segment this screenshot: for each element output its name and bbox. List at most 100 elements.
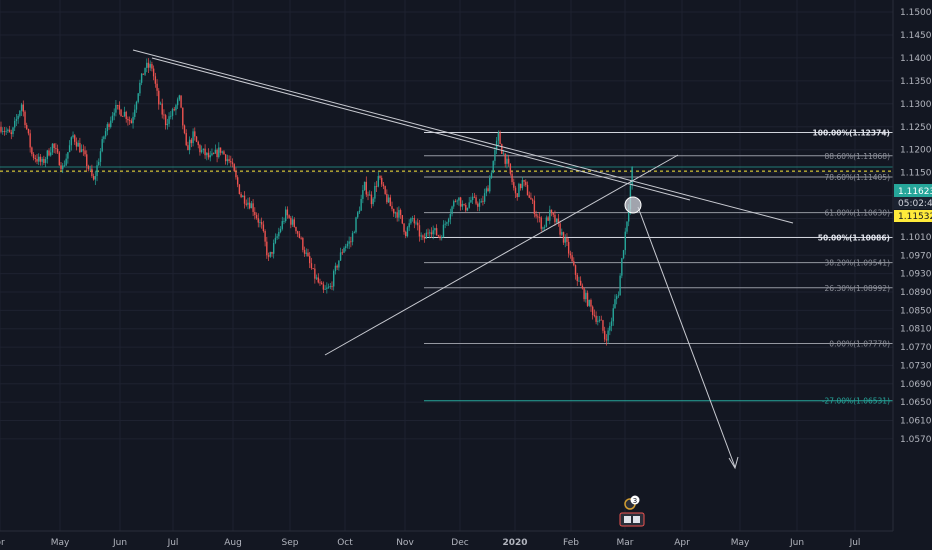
time-axis[interactable]: pr May Jun Jul Aug Sep Oct Nov Dec 2020 Feb Mar Apr M… [0, 530, 893, 548]
candle-body [459, 197, 462, 207]
candle-body [334, 265, 337, 272]
candle-body [578, 280, 580, 282]
dividend-flag-icon[interactable] [619, 512, 645, 527]
candle-body [245, 203, 247, 205]
time-tick-label: May [731, 538, 750, 548]
candle-body [39, 156, 42, 162]
price-tick-label: 1.12500 [900, 123, 932, 133]
price-tags: 1.11623 05:02:49 1.11532 [894, 184, 932, 222]
candle-body [82, 149, 85, 151]
reversal-zone-circle[interactable] [624, 196, 642, 214]
ascending-trendline[interactable] [324, 154, 679, 356]
candle-body [75, 141, 78, 147]
candle-body [591, 306, 594, 315]
events-badges[interactable]: 3 [619, 495, 645, 527]
candle-body [260, 222, 263, 225]
flag-mark-a [624, 516, 631, 523]
candle-body [278, 231, 280, 237]
candle-body [309, 256, 311, 264]
candle-body [622, 250, 625, 259]
candle-body [147, 62, 150, 68]
candle-body [374, 185, 376, 199]
candle-body [456, 200, 458, 202]
price-tick-label: 1.05700 [900, 435, 932, 445]
candle-body [10, 132, 12, 135]
candle-body [319, 282, 321, 284]
descending-trendline-outer[interactable] [132, 49, 794, 224]
projection-arrow-line[interactable] [637, 206, 736, 468]
candle-body [288, 215, 290, 218]
candle-body [151, 64, 153, 69]
candle-body [370, 194, 373, 205]
candle-body [254, 211, 256, 215]
candle-body [14, 120, 16, 128]
candle-body [343, 247, 345, 253]
price-tick-label: 1.15000 [900, 8, 932, 18]
candle-body [554, 214, 556, 223]
candle-body [27, 128, 30, 134]
projection-arrow-head [728, 456, 739, 470]
descending-trendline-inner[interactable] [151, 57, 691, 201]
candle-body [164, 115, 167, 126]
candle-body [272, 242, 275, 254]
candle-body [120, 109, 122, 117]
candle-body [393, 208, 395, 214]
candle-body [7, 129, 9, 131]
candle-body [187, 145, 189, 151]
candle-body [238, 184, 241, 195]
candle-body [567, 241, 570, 254]
candle-body [144, 67, 146, 75]
candle-body [207, 152, 210, 158]
candle-body [101, 139, 103, 152]
drawings[interactable] [132, 49, 794, 470]
candle-body [312, 268, 314, 270]
candle-body [163, 114, 165, 116]
candle-body [185, 133, 187, 146]
candle-body [454, 201, 457, 203]
candle-body [29, 133, 31, 148]
candle-body [212, 153, 215, 155]
candle-body [322, 284, 325, 290]
candle-body [327, 286, 330, 288]
price-tick-label: 1.09300 [900, 270, 932, 280]
candle-body [403, 223, 405, 232]
time-tick-label: 2020 [502, 538, 527, 548]
candle-body [56, 148, 59, 153]
candle-body [348, 241, 350, 244]
candle-body [67, 152, 69, 159]
candle-body [248, 202, 251, 209]
candle-body [86, 154, 88, 167]
candle-body [224, 154, 227, 162]
candle-body [381, 177, 383, 185]
candle-body [300, 237, 302, 239]
candle-body [123, 111, 126, 117]
candle-body [223, 151, 225, 155]
candle-body [382, 184, 385, 187]
candle-body [465, 204, 467, 211]
candle-body [386, 193, 388, 203]
candle-body [447, 219, 450, 223]
candle-body [429, 232, 431, 234]
candle-body [135, 101, 138, 110]
candle-body [240, 194, 242, 198]
candle-body [266, 241, 268, 256]
price-axis[interactable]: 1.15000 1.14500 1.14000 1.13500 1.13000 1.125… [892, 0, 932, 531]
candle-body [485, 188, 488, 194]
candle-body [231, 162, 234, 165]
candle-body [619, 275, 621, 296]
candle-body [118, 105, 121, 110]
time-tick-label: Feb [563, 538, 579, 548]
fib-level-label: 26.30%(1.08992) [825, 284, 891, 293]
candle-body [513, 182, 515, 188]
candle-body [295, 226, 297, 232]
candle-body [351, 233, 354, 242]
candle-body [480, 201, 482, 203]
candle-body [236, 177, 239, 185]
candle-body [355, 217, 357, 233]
fibonacci-retracement[interactable]: 100.00%(1.12374) 88.60%(1.11868) 78.60%(1.… [0, 129, 893, 406]
candle-body [612, 308, 614, 322]
candle-body [449, 214, 452, 220]
price-tick-label: 1.07300 [900, 361, 932, 371]
candle-body [501, 144, 503, 154]
